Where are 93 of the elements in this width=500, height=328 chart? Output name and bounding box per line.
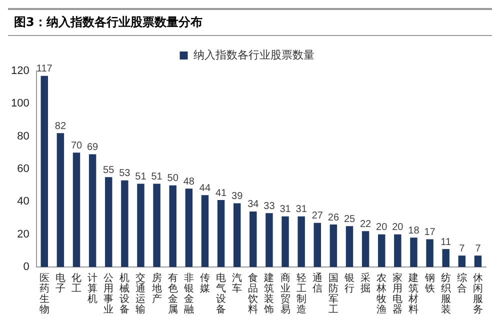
y-tick-label: 20 (17, 228, 30, 240)
data-label: 26 (328, 212, 340, 224)
bar (153, 184, 160, 267)
x-tick-label: 建筑材料 (408, 272, 419, 316)
chart-title: 图3：纳入指数各行业股票数量分布 (8, 8, 492, 36)
x-tick-label: 综合 (456, 272, 467, 294)
x-tick-label: 房地产 (150, 272, 162, 305)
bar (394, 234, 402, 267)
bar (474, 256, 482, 267)
x-tick-label: 机械设备 (120, 272, 130, 316)
data-label: 117 (36, 64, 53, 75)
x-tick-label: 汽车 (232, 272, 242, 294)
data-label: 27 (312, 210, 324, 222)
data-label: 53 (119, 168, 131, 180)
x-tick-label: 轻工制造 (296, 272, 306, 316)
bar (137, 184, 144, 267)
x-tick-label: 农林牧渔 (376, 272, 387, 316)
bar (410, 238, 418, 267)
data-label: 7 (475, 243, 482, 254)
y-tick-label: 120 (10, 65, 30, 78)
data-label: 51 (151, 171, 163, 182)
x-tick-label: 化工 (72, 272, 82, 294)
data-label: 31 (280, 204, 292, 216)
x-tick-label: 传媒 (200, 272, 210, 294)
legend-label: 纳入指数各行业股票数量 (193, 48, 314, 62)
bar (346, 226, 354, 267)
x-tick-label: 食品饮料 (247, 272, 258, 316)
data-label: 82 (54, 120, 66, 132)
bar (40, 76, 48, 267)
data-label: 50 (167, 173, 179, 184)
x-tick-label: 电子 (55, 272, 66, 294)
bar (201, 195, 209, 267)
x-tick-label: 建筑装饰 (263, 272, 274, 316)
x-tick-label: 家用电器 (392, 272, 403, 316)
y-tick-label: 0 (23, 261, 30, 274)
bar (314, 222, 321, 267)
data-label: 20 (376, 222, 388, 234)
x-tick-label: 计算机 (88, 272, 98, 305)
x-tick-label: 银行 (344, 272, 354, 294)
bar (56, 133, 64, 267)
bar (378, 234, 386, 267)
data-label: 70 (70, 140, 82, 152)
x-tick-label: 通信 (312, 272, 322, 294)
x-tick-label: 钢铁 (424, 272, 435, 294)
data-label: 25 (344, 214, 356, 225)
data-label: 33 (264, 200, 276, 212)
data-label: 69 (86, 142, 99, 154)
data-label: 41 (215, 188, 228, 199)
x-tick-label: 有色金属 (168, 272, 178, 316)
bar (121, 180, 128, 267)
bar (266, 213, 273, 267)
bar (362, 231, 370, 267)
bar (298, 216, 305, 267)
data-label: 20 (392, 222, 404, 234)
bar (88, 154, 96, 267)
x-tick-label: 非银金融 (182, 272, 194, 316)
bar (169, 185, 176, 267)
bar (458, 256, 466, 267)
bar (442, 249, 450, 267)
data-label: 44 (199, 182, 211, 194)
y-tick-label: 80 (17, 130, 30, 142)
x-tick-label: 交通运输 (136, 272, 146, 316)
bar (105, 177, 112, 267)
y-tick-label: 100 (10, 98, 30, 110)
data-label: 17 (424, 226, 436, 238)
data-label: 22 (360, 218, 372, 230)
x-tick-label: 休闲服务 (472, 272, 483, 316)
data-label: 48 (183, 176, 195, 188)
bar (72, 152, 80, 267)
x-tick-label: 采掘 (360, 272, 371, 294)
x-tick-label: 电气设备 (216, 272, 226, 316)
x-tick-label: 国防军工 (328, 272, 338, 316)
data-label: 39 (232, 191, 244, 202)
bar (233, 203, 241, 267)
y-tick-label: 60 (17, 163, 30, 176)
x-tick-label: 纺织服装 (440, 272, 451, 316)
y-tick-label: 40 (17, 196, 30, 208)
data-label: 18 (408, 225, 420, 236)
bar (330, 224, 338, 267)
bar (250, 211, 257, 267)
x-tick-label: 公用事业 (104, 272, 114, 316)
data-label: 31 (296, 204, 308, 216)
data-label: 55 (103, 164, 115, 176)
data-label: 7 (459, 243, 466, 254)
data-label: 11 (440, 236, 452, 248)
bar (217, 200, 225, 267)
x-tick-label: 医药生物 (39, 272, 50, 316)
bar (426, 239, 434, 267)
data-label: 34 (248, 199, 260, 210)
x-tick-label: 商业贸易 (280, 272, 290, 316)
bar (282, 216, 289, 267)
bar (185, 188, 193, 267)
data-label: 51 (135, 171, 147, 182)
